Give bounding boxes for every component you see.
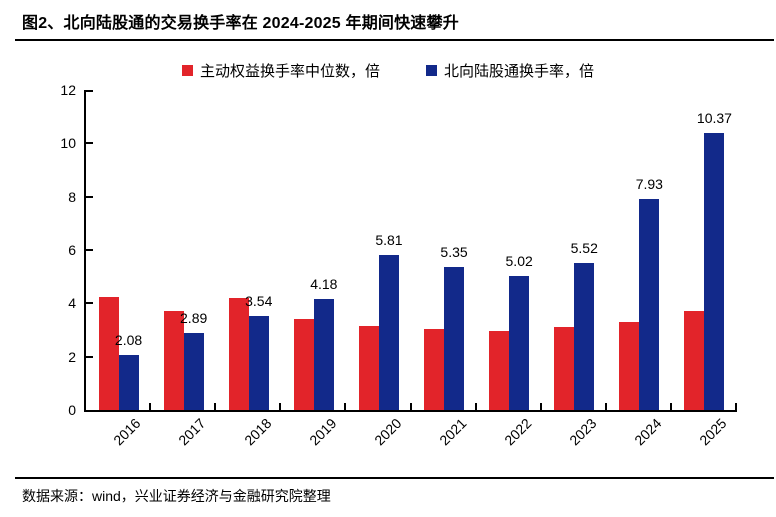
bar-2017-active-equity	[163, 311, 184, 410]
figure-title: 图2、北向陆股通的交易换手率在 2024-2025 年期间快速攀升	[22, 15, 459, 32]
x-axis-tick-label: 2020	[370, 415, 405, 449]
x-axis-tick-label: 2017	[175, 415, 209, 449]
y-axis-tick	[86, 90, 93, 92]
y-axis-tick	[86, 142, 93, 145]
bar-value-label: 4.18	[310, 275, 338, 292]
x-axis-tick-label: 2018	[240, 415, 275, 449]
x-axis-tick-label: 2023	[566, 415, 600, 449]
x-axis-tick	[669, 403, 672, 410]
y-axis-tick-label: 2	[68, 348, 76, 365]
y-axis-tick-label: 8	[68, 188, 76, 205]
y-axis-tick-label: 0	[68, 402, 76, 418]
bar-2023-northbound	[574, 262, 595, 410]
red-series-swatch-icon	[181, 65, 193, 76]
x-axis-tick-label: 2019	[305, 415, 340, 449]
bar-2019-northbound	[313, 298, 334, 410]
y-axis-tick-label: 12	[60, 82, 76, 98]
bar-value-label: 10.37	[696, 110, 732, 127]
x-axis-tick	[409, 403, 412, 410]
x-axis-tick	[279, 403, 282, 410]
x-axis-tick-label: 2016	[110, 415, 144, 449]
x-axis-tick	[214, 403, 217, 410]
x-axis-tick	[735, 403, 737, 410]
x-axis-tick-label: 2021	[436, 415, 470, 449]
bar-2018-active-equity	[228, 298, 249, 410]
bar-value-label: 2.89	[180, 309, 208, 326]
legend-label: 北向陆股通换手率，倍	[444, 63, 595, 80]
x-axis-tick	[539, 403, 542, 410]
bar-2023-active-equity	[554, 327, 575, 410]
bar-2019-active-equity	[293, 319, 314, 410]
title-rule	[15, 39, 774, 41]
bar-2021-northbound	[444, 267, 465, 410]
y-axis-tick	[86, 249, 93, 251]
bar-2016-northbound	[118, 354, 139, 410]
bar-2024-active-equity	[619, 322, 640, 410]
x-axis-tick	[474, 403, 477, 410]
y-axis-tick	[86, 302, 93, 305]
x-axis-tick-label: 2024	[631, 415, 665, 449]
x-axis-tick-label: 2025	[696, 415, 730, 449]
blue-series-swatch-icon	[426, 65, 437, 76]
x-axis-tick	[149, 403, 152, 410]
bar-2025-northbound	[704, 133, 725, 410]
source-rule	[15, 477, 774, 479]
bar-2020-northbound	[378, 255, 399, 410]
x-axis-tick-label: 2022	[501, 415, 535, 449]
x-axis-tick	[604, 403, 607, 410]
bar-value-label: 5.52	[570, 239, 598, 256]
legend-label: 主动权益换手率中位数，倍	[199, 63, 380, 80]
bar-2024-northbound	[639, 198, 660, 410]
y-axis-tick-label: 10	[60, 135, 76, 152]
y-axis-tick-label: 4	[68, 295, 76, 312]
bar-value-label: 5.35	[440, 244, 468, 261]
bar-2021-active-equity	[424, 328, 445, 410]
bar-chart-plot-area: 2.08 2.89 3.54 4.18 5.81 5.35 5.02 5.52 7.93 10.3…	[84, 90, 737, 412]
bar-2025-active-equity	[684, 311, 705, 410]
bar-2017-northbound	[183, 332, 204, 410]
bar-2022-active-equity	[489, 331, 510, 410]
bar-value-label: 7.93	[635, 175, 663, 192]
legend-item-red-series: 主动权益换手率中位数，倍	[181, 60, 380, 81]
bar-value-label: 5.02	[505, 253, 533, 270]
legend-item-blue-series: 北向陆股通换手率，倍	[426, 60, 594, 81]
bar-value-label: 5.81	[375, 232, 403, 249]
bar-2022-northbound	[509, 276, 530, 410]
bar-2018-northbound	[248, 315, 269, 410]
bar-2020-active-equity	[358, 326, 379, 410]
source-note: 数据来源：wind，兴业证券经济与金融研究院整理	[22, 488, 331, 504]
chart-legend: 主动权益换手率中位数，倍 北向陆股通换手率，倍	[0, 60, 776, 81]
bar-value-label: 3.54	[245, 292, 273, 309]
y-axis-tick-label: 6	[68, 242, 76, 258]
x-axis-tick	[344, 403, 347, 410]
y-axis-tick	[86, 195, 93, 198]
y-axis-tick	[86, 355, 93, 358]
bar-2016-active-equity	[98, 296, 119, 410]
bar-value-label: 2.08	[114, 331, 143, 348]
